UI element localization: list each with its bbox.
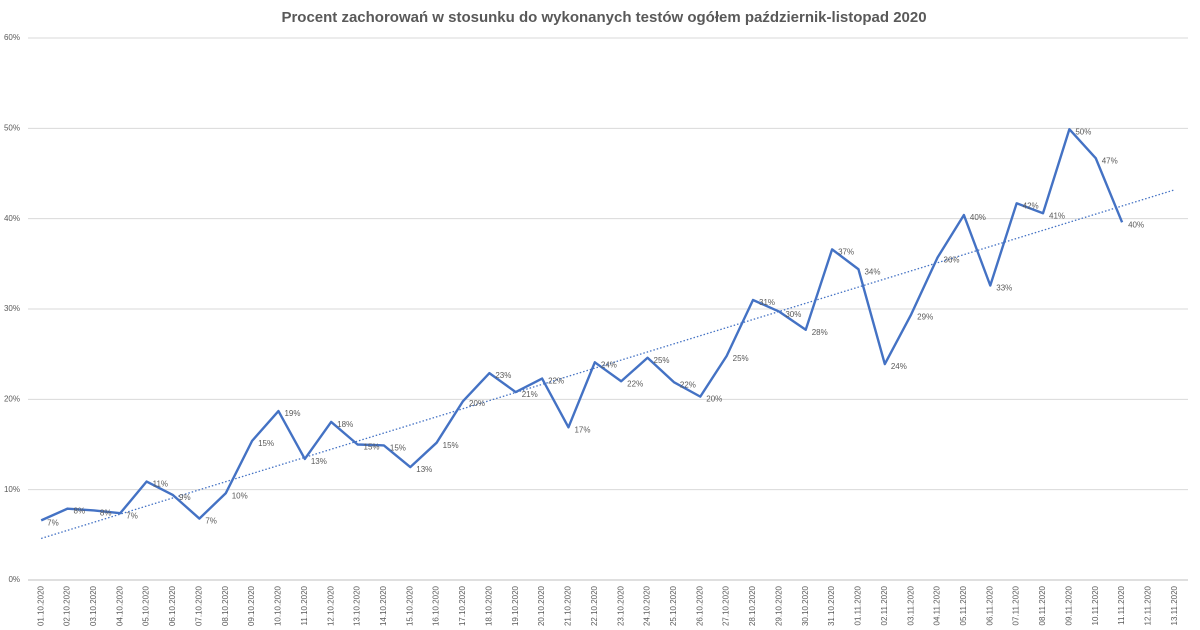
x-tick-label: 11.10.2020 bbox=[300, 585, 309, 625]
x-tick-label: 20.10.2020 bbox=[537, 585, 546, 626]
x-tick-label: 02.11.2020 bbox=[880, 585, 889, 625]
x-tick-label: 23.10.2020 bbox=[616, 585, 625, 626]
data-label: 22% bbox=[680, 380, 696, 389]
data-label: 36% bbox=[944, 256, 960, 265]
x-tick-label: 28.10.2020 bbox=[748, 585, 757, 626]
data-label: 7% bbox=[126, 511, 138, 520]
data-label: 22% bbox=[548, 377, 564, 386]
x-tick-label: 11.11.2020 bbox=[1117, 585, 1126, 624]
x-tick-label: 14.10.2020 bbox=[379, 585, 388, 626]
data-label: 21% bbox=[522, 390, 538, 399]
data-label: 24% bbox=[601, 360, 617, 369]
x-tick-label: 31.10.2020 bbox=[827, 585, 836, 626]
x-tick-label: 07.10.2020 bbox=[194, 585, 203, 626]
x-tick-label: 17.10.2020 bbox=[458, 585, 467, 626]
x-tick-label: 01.11.2020 bbox=[854, 585, 863, 625]
data-label: 7% bbox=[47, 518, 59, 527]
x-tick-label: 06.10.2020 bbox=[168, 585, 177, 626]
y-tick-label: 40% bbox=[4, 214, 20, 223]
data-label: 13% bbox=[311, 457, 327, 466]
x-tick-label: 09.11.2020 bbox=[1064, 585, 1073, 625]
data-label: 7% bbox=[205, 517, 217, 526]
y-tick-label: 30% bbox=[4, 304, 20, 313]
x-tick-label: 30.10.2020 bbox=[801, 585, 810, 626]
x-tick-label: 29.10.2020 bbox=[774, 585, 783, 626]
x-tick-label: 27.10.2020 bbox=[722, 585, 731, 626]
y-tick-label: 50% bbox=[4, 123, 20, 132]
y-tick-label: 10% bbox=[4, 485, 20, 494]
data-label: 40% bbox=[970, 213, 986, 222]
data-label: 19% bbox=[284, 409, 300, 418]
data-label: 37% bbox=[838, 247, 854, 256]
data-label: 42% bbox=[1023, 201, 1039, 210]
data-label: 24% bbox=[891, 362, 907, 371]
x-tick-label: 25.10.2020 bbox=[669, 585, 678, 626]
data-label: 20% bbox=[469, 399, 485, 408]
x-tick-label: 12.10.2020 bbox=[326, 585, 335, 626]
data-line bbox=[40, 128, 1124, 522]
data-label: 15% bbox=[390, 444, 406, 453]
x-tick-label: 26.10.2020 bbox=[695, 585, 704, 626]
data-label: 34% bbox=[864, 267, 880, 276]
data-label: 13% bbox=[416, 465, 432, 474]
x-tick-label: 10.10.2020 bbox=[274, 585, 283, 626]
data-label: 15% bbox=[258, 439, 274, 448]
x-tick-label: 13.10.2020 bbox=[353, 585, 362, 626]
data-label: 10% bbox=[232, 491, 248, 500]
data-label: 33% bbox=[996, 284, 1012, 293]
x-tick-label: 02.10.2020 bbox=[63, 585, 72, 626]
data-label: 17% bbox=[574, 425, 590, 434]
x-tick-label: 05.10.2020 bbox=[142, 585, 151, 626]
x-tick-label: 22.10.2020 bbox=[590, 585, 599, 626]
x-tick-label: 04.10.2020 bbox=[115, 585, 124, 626]
data-label: 11% bbox=[153, 480, 168, 489]
x-tick-label: 03.11.2020 bbox=[906, 585, 915, 625]
x-tick-label: 06.11.2020 bbox=[985, 585, 994, 625]
y-tick-label: 20% bbox=[4, 394, 20, 403]
data-label: 23% bbox=[495, 371, 511, 380]
x-tick-label: 03.10.2020 bbox=[89, 585, 98, 626]
x-tick-label: 01.10.2020 bbox=[36, 585, 45, 626]
x-tick-label: 07.11.2020 bbox=[1012, 585, 1021, 625]
x-tick-label: 24.10.2020 bbox=[643, 585, 652, 626]
data-label: 47% bbox=[1102, 156, 1118, 165]
data-label: 9% bbox=[179, 493, 191, 502]
x-tick-label: 05.11.2020 bbox=[959, 585, 968, 625]
data-label: 22% bbox=[627, 379, 643, 388]
x-tick-label: 13.11.2020 bbox=[1170, 585, 1179, 625]
x-tick-label: 19.10.2020 bbox=[511, 585, 520, 626]
trendline bbox=[40, 189, 1176, 540]
data-label: 29% bbox=[917, 313, 933, 322]
data-label: 25% bbox=[654, 356, 670, 365]
data-label: 40% bbox=[1128, 220, 1144, 229]
x-tick-label: 21.10.2020 bbox=[564, 585, 573, 626]
data-label: 18% bbox=[337, 420, 353, 429]
data-label: 31% bbox=[759, 298, 775, 307]
data-label: 8% bbox=[74, 507, 86, 516]
x-tick-label: 12.11.2020 bbox=[1144, 585, 1153, 625]
data-label: 15% bbox=[443, 441, 459, 450]
data-label: 30% bbox=[785, 310, 801, 319]
data-label: 28% bbox=[812, 328, 828, 337]
x-tick-label: 10.11.2020 bbox=[1091, 585, 1100, 625]
x-tick-label: 08.10.2020 bbox=[221, 585, 230, 626]
x-tick-label: 09.10.2020 bbox=[247, 585, 256, 626]
x-tick-label: 18.10.2020 bbox=[484, 585, 493, 626]
data-label: 15% bbox=[364, 443, 380, 452]
y-tick-label: 0% bbox=[8, 575, 20, 584]
data-label: 20% bbox=[706, 395, 722, 404]
chart-title: Procent zachorowań w stosunku do wykonan… bbox=[281, 9, 926, 26]
data-label: 8% bbox=[100, 509, 112, 518]
x-tick-label: 04.11.2020 bbox=[933, 585, 942, 625]
data-label: 50% bbox=[1075, 127, 1091, 136]
x-tick-label: 16.10.2020 bbox=[432, 585, 441, 626]
data-label: 41% bbox=[1049, 211, 1065, 220]
data-label: 25% bbox=[733, 354, 749, 363]
y-tick-label: 60% bbox=[4, 33, 20, 42]
x-tick-label: 15.10.2020 bbox=[405, 585, 414, 626]
x-tick-label: 08.11.2020 bbox=[1038, 585, 1047, 625]
